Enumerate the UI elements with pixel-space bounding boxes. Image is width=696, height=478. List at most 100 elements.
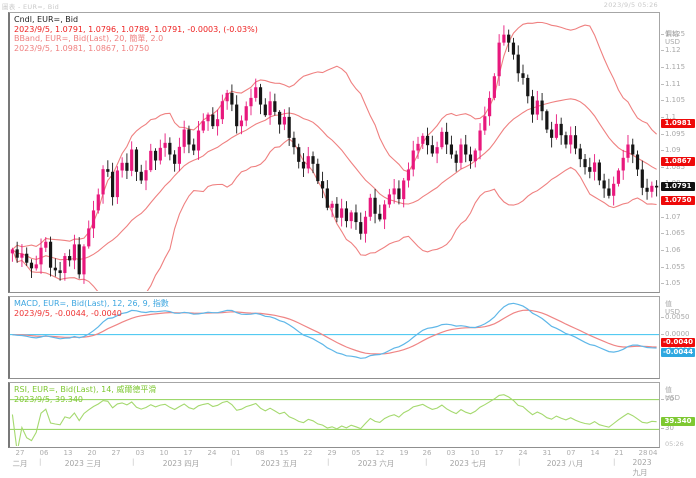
candle-body xyxy=(15,249,19,258)
rsi-chart-canvas[interactable] xyxy=(10,383,659,446)
bollinger-m xyxy=(12,98,657,261)
candle-body xyxy=(416,143,420,151)
candle-body xyxy=(359,222,363,234)
candle-body xyxy=(478,130,482,151)
candle-body xyxy=(354,212,358,223)
week-tick: 10 xyxy=(159,449,169,457)
candle-body xyxy=(592,162,597,172)
axis-unit: USD xyxy=(665,38,680,46)
week-tick: 03 xyxy=(135,449,145,457)
candle-body xyxy=(29,262,34,269)
candle-body xyxy=(249,97,253,107)
candle-body xyxy=(616,170,621,184)
candle-body xyxy=(301,161,306,169)
candle-body xyxy=(77,244,81,275)
axis-title: 值 xyxy=(665,300,672,308)
candle-body xyxy=(578,148,582,160)
candle-body xyxy=(621,157,625,171)
candle-body xyxy=(101,169,105,195)
week-tick: 01 xyxy=(231,449,241,457)
candle-body xyxy=(215,119,220,127)
rsi-panel[interactable]: RSI, EUR=, Bid(Last), 14, 威爾德平滑 2023/9/5… xyxy=(8,382,660,448)
candle-body xyxy=(330,203,334,208)
month-separator: | xyxy=(132,458,135,466)
candle-body xyxy=(320,181,325,189)
week-tick: 27 xyxy=(111,449,121,457)
axis-title: 價格 xyxy=(665,30,679,38)
y-axis-tick: 1.07 xyxy=(661,212,681,221)
candle-body xyxy=(316,163,320,182)
macd-panel[interactable]: MACD, EUR=, Bid(Last), 12, 26, 9, 指數 202… xyxy=(8,296,660,379)
month-separator: | xyxy=(327,458,330,466)
candle-body xyxy=(292,137,296,148)
candle-body xyxy=(44,241,48,248)
bollinger-l xyxy=(11,138,657,291)
candle-body xyxy=(564,135,568,145)
week-tick: 07 xyxy=(566,449,576,457)
candle-body xyxy=(511,42,516,55)
candle-body xyxy=(349,212,353,222)
week-tick: 22 xyxy=(303,449,313,457)
rsi-line xyxy=(11,394,657,446)
candle-body xyxy=(48,241,53,268)
candle-body xyxy=(631,144,635,155)
y-axis-tick: 1.12 xyxy=(661,46,681,55)
candle-body xyxy=(368,197,372,217)
candle-body xyxy=(20,253,24,258)
value-axis[interactable]: 價格 USD 值 USD 值 USD 1.125 1.12 1.115 1.11 1.105 1.1 1… xyxy=(660,12,696,448)
candle-body xyxy=(244,106,248,121)
y-axis-tick: 0.0050 xyxy=(661,313,690,322)
candle-body xyxy=(130,149,134,171)
y-axis-tick: 1.105 xyxy=(660,96,686,105)
candle-body xyxy=(559,123,563,136)
y-axis-tick: 1.05 xyxy=(661,279,681,288)
candle-body xyxy=(254,87,258,98)
candle-body xyxy=(597,162,601,181)
candle-body xyxy=(473,150,477,162)
month-label: 2023 三月 xyxy=(64,459,102,468)
candle-body xyxy=(58,270,62,274)
candle-body xyxy=(173,154,177,164)
candle-body xyxy=(230,92,234,105)
week-tick: 12 xyxy=(375,449,385,457)
y-axis-tick: 30 xyxy=(661,424,674,433)
week-tick: 21 xyxy=(614,449,624,457)
candle-body xyxy=(602,180,606,189)
week-tick: 03 xyxy=(446,449,456,457)
week-tick: 31 xyxy=(542,449,552,457)
candle-body xyxy=(125,162,129,171)
candle-body xyxy=(397,188,401,200)
y-axis-tick: 1.095 xyxy=(660,129,686,138)
candle-body xyxy=(278,111,282,125)
candle-body xyxy=(373,197,377,214)
candle-body xyxy=(82,246,86,275)
candle-body xyxy=(573,135,578,149)
candle-body xyxy=(492,76,496,98)
candle-body xyxy=(211,114,215,127)
price-panel[interactable]: Cndl, EUR=, Bid 2023/9/5, 1.0791, 1.0796… xyxy=(8,12,660,293)
candle-body xyxy=(34,264,38,269)
time-axis[interactable]: 27 06 13 20 27 03 10 17 24 01 08 15 22 29 05 12 19 26 03 10… xyxy=(8,449,660,477)
macd-line xyxy=(12,302,657,359)
candle-body xyxy=(263,104,267,116)
candle-body xyxy=(206,114,210,122)
candle-body xyxy=(110,171,115,198)
axis-unit: USD xyxy=(665,394,680,402)
candlestick-chart-canvas[interactable] xyxy=(10,13,659,291)
week-tick: 27 xyxy=(15,449,25,457)
month-separator: | xyxy=(230,458,233,466)
candle-body xyxy=(268,101,272,116)
candle-body xyxy=(297,147,301,162)
macd-chart-canvas[interactable] xyxy=(10,297,659,377)
week-tick: 29 xyxy=(327,449,337,457)
candle-body xyxy=(63,256,67,274)
candle-body xyxy=(521,73,525,78)
candle-body xyxy=(449,144,454,155)
candle-body xyxy=(440,131,444,148)
candle-body xyxy=(287,116,291,138)
y-axis-tick: 1.09 xyxy=(661,146,681,155)
candle-body xyxy=(201,121,205,131)
candle-body xyxy=(344,208,349,222)
candle-body xyxy=(187,129,191,145)
